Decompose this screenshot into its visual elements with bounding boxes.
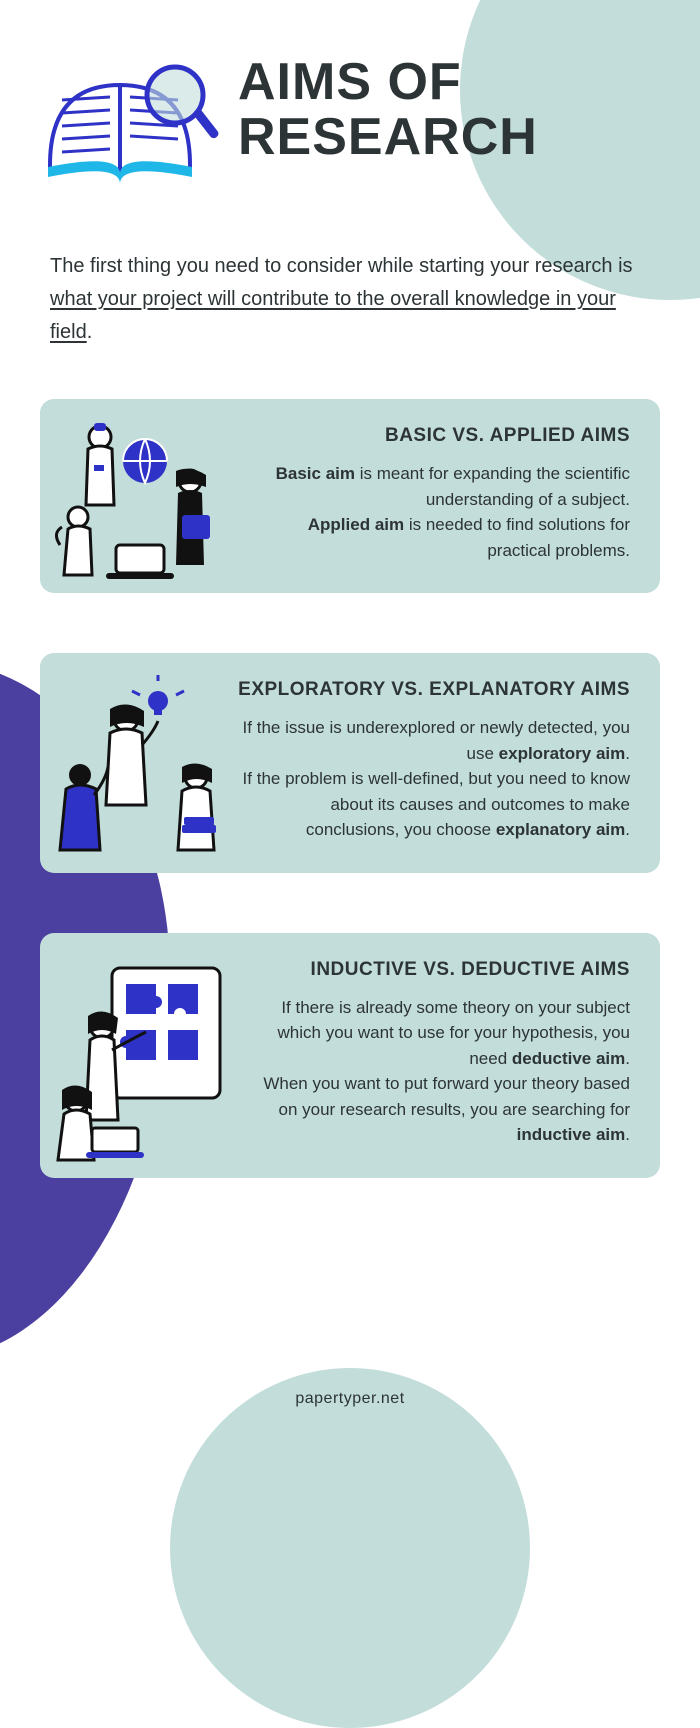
book-search-icon bbox=[40, 55, 220, 195]
bg-circle-bottom bbox=[170, 1368, 530, 1728]
illus-team-globe bbox=[50, 415, 230, 585]
card-exploratory-explanatory: EXPLORATORY VS. EXPLANATORY AIMS If the … bbox=[40, 653, 660, 873]
intro-underlined: what your project will contribute to the… bbox=[50, 288, 616, 343]
content-wrapper: AIMS OF RESEARCH The first thing you nee… bbox=[0, 0, 700, 1178]
page-title: AIMS OF RESEARCH bbox=[238, 55, 660, 164]
intro-lead: The first thing you need to consider whi… bbox=[50, 255, 633, 277]
intro-tail: . bbox=[87, 321, 93, 343]
illus-idea-group bbox=[50, 675, 235, 865]
intro-text: The first thing you need to consider whi… bbox=[50, 250, 650, 349]
card-basic-applied: BASIC VS. APPLIED AIMS Basic aim is mean… bbox=[40, 399, 660, 593]
illus-puzzle-board bbox=[50, 960, 225, 1170]
footer-credit: papertyper.net bbox=[0, 1390, 700, 1408]
hero: AIMS OF RESEARCH bbox=[40, 55, 660, 195]
card-inductive-deductive: INDUCTIVE VS. DEDUCTIVE AIMS If there is… bbox=[40, 933, 660, 1178]
